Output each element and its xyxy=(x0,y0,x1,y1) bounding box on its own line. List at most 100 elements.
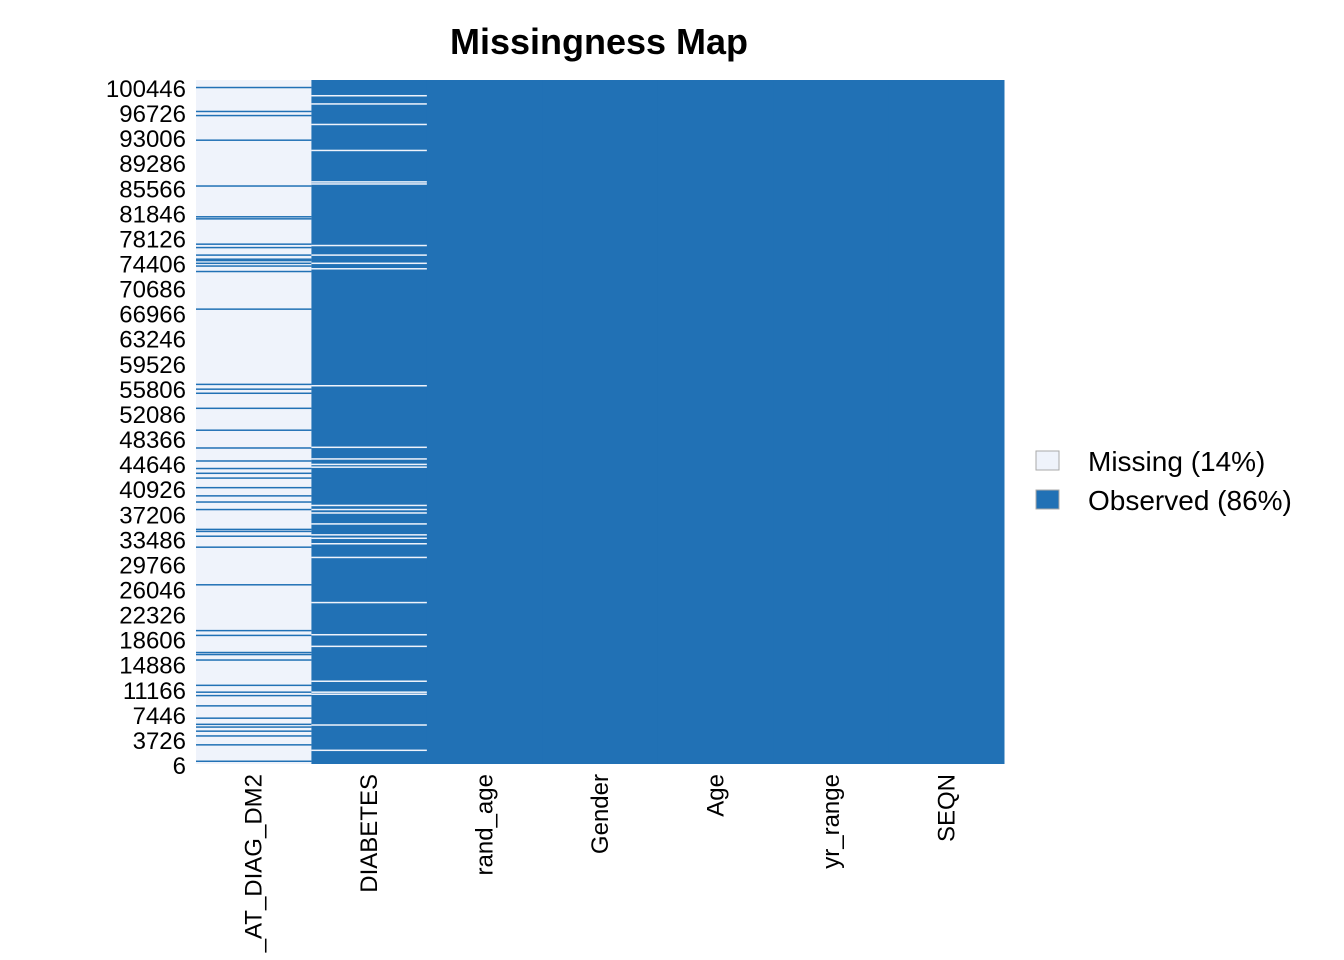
row-stripe xyxy=(196,308,312,310)
row-stripe xyxy=(196,730,312,732)
row-stripe xyxy=(196,110,312,113)
row-stripe xyxy=(311,254,427,256)
y-tick-label: 33486 xyxy=(119,527,186,554)
row-stripe xyxy=(196,535,312,537)
row-stripe xyxy=(311,633,427,636)
row-stripe xyxy=(196,216,312,218)
row-stripe xyxy=(196,530,312,533)
row-stripe xyxy=(196,259,312,262)
row-stripe xyxy=(311,693,427,695)
row-stripe xyxy=(196,546,312,548)
row-stripe xyxy=(311,262,427,265)
y-tick-label: 18606 xyxy=(119,628,186,655)
y-tick-label: 78126 xyxy=(119,226,186,253)
y-tick-label: 89286 xyxy=(119,151,186,178)
row-stripe xyxy=(311,749,427,752)
column-cell-seqn xyxy=(888,80,1005,764)
row-stripe xyxy=(196,258,312,260)
row-stripe xyxy=(196,629,312,632)
row-stripe xyxy=(311,149,427,152)
row-stripe xyxy=(311,724,427,726)
y-tick-label: 55806 xyxy=(119,377,186,404)
x-tick-label: Gender xyxy=(587,774,614,854)
row-stripe xyxy=(311,446,427,449)
row-stripe xyxy=(196,472,312,475)
row-stripe xyxy=(196,460,312,462)
column-cell-diabetes xyxy=(311,80,428,764)
column-cell-yr-range xyxy=(773,80,890,764)
y-tick-label: 22326 xyxy=(119,603,186,630)
heatmap-stripes xyxy=(196,86,427,763)
row-stripe xyxy=(196,528,312,531)
y-axis-tick-labels: 1004469672693006892868556681846781267440… xyxy=(106,76,186,780)
y-tick-label: 48366 xyxy=(119,427,186,454)
row-stripe xyxy=(196,447,312,449)
x-tick-label: rand_age xyxy=(472,774,499,875)
row-stripe xyxy=(311,508,427,511)
row-stripe xyxy=(196,634,312,637)
row-stripe xyxy=(196,477,312,479)
row-stripe xyxy=(196,218,312,220)
y-tick-label: 66966 xyxy=(119,302,186,329)
row-stripe xyxy=(311,504,427,507)
row-stripe xyxy=(311,463,427,466)
row-stripe xyxy=(196,717,312,719)
row-stripe xyxy=(196,684,312,687)
row-stripe xyxy=(196,392,312,395)
row-stripe xyxy=(196,467,312,470)
row-stripe xyxy=(311,103,427,105)
row-stripe xyxy=(311,384,427,387)
row-stripe xyxy=(311,94,427,97)
row-stripe xyxy=(196,691,312,693)
legend: Missing (14%) Observed (86%) xyxy=(1035,446,1292,516)
row-stripe xyxy=(311,645,427,648)
y-tick-label: 29766 xyxy=(119,552,186,579)
row-stripe xyxy=(311,691,427,693)
column-cell-at-diag-dm2 xyxy=(196,80,312,764)
row-stripe xyxy=(196,495,312,497)
y-tick-label: 14886 xyxy=(119,653,186,680)
row-stripe xyxy=(311,543,427,545)
row-stripe xyxy=(311,680,427,682)
x-tick-label: DIABETES xyxy=(356,774,383,893)
legend-swatch-missing xyxy=(1035,450,1060,471)
row-stripe xyxy=(196,694,312,697)
y-tick-label: 40926 xyxy=(119,477,186,504)
x-tick-label: Age xyxy=(702,774,729,817)
row-stripe xyxy=(196,760,312,763)
row-stripe xyxy=(196,139,312,141)
row-stripe xyxy=(196,270,312,273)
y-tick-label: 26046 xyxy=(119,577,186,604)
row-stripe xyxy=(196,262,312,265)
row-stripe xyxy=(196,383,312,386)
row-stripe xyxy=(196,388,312,390)
y-tick-label: 6 xyxy=(173,753,186,780)
row-stripe xyxy=(311,556,427,559)
chart-title: Missingness Map xyxy=(450,21,748,62)
row-stripe xyxy=(196,185,312,187)
y-tick-label: 74406 xyxy=(119,252,186,279)
legend-label-observed: Observed (86%) xyxy=(1088,485,1292,516)
legend-swatch-observed xyxy=(1035,489,1060,510)
row-stripe xyxy=(196,254,312,256)
row-stripe xyxy=(196,584,312,586)
row-stripe xyxy=(311,123,427,126)
row-stripe xyxy=(311,537,427,540)
row-stripe xyxy=(196,243,312,245)
x-axis-tick-labels: _AT_DIAG_DM2 DIABETES rand_age Gender Age yr_… xyxy=(241,774,961,953)
row-stripe xyxy=(196,407,312,410)
row-stripe xyxy=(311,181,427,183)
x-tick-label: yr_range xyxy=(818,774,845,869)
row-stripe xyxy=(196,726,312,728)
x-tick-label: SEQN xyxy=(933,774,960,842)
row-stripe xyxy=(311,268,427,270)
x-tick-label: _AT_DIAG_DM2 xyxy=(241,774,268,953)
row-stripe xyxy=(196,735,312,737)
y-tick-label: 37206 xyxy=(119,502,186,529)
column-cell-rand-age xyxy=(426,80,543,764)
y-tick-label: 85566 xyxy=(119,176,186,203)
row-stripe xyxy=(196,723,312,726)
y-tick-label: 93006 xyxy=(119,126,186,153)
y-tick-label: 11166 xyxy=(123,678,186,705)
heatmap-cells xyxy=(196,80,1005,764)
